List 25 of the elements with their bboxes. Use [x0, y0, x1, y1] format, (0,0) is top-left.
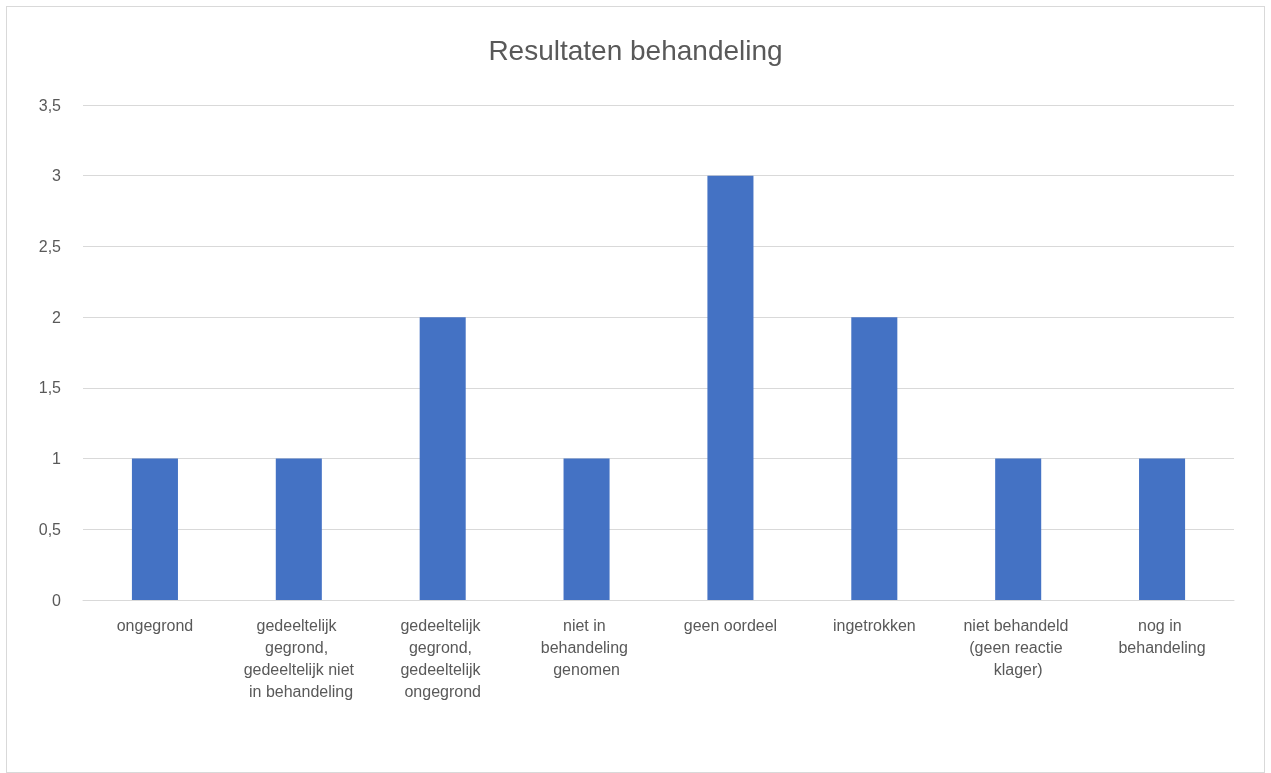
- x-tick-label: nog in behandeling: [1118, 616, 1206, 656]
- y-tick-label: 3: [52, 167, 62, 185]
- x-tick-label: ingetrokken: [832, 616, 916, 634]
- bar: [275, 458, 322, 600]
- y-tick-label: 1: [52, 450, 62, 468]
- y-tick-label: 2: [52, 308, 62, 326]
- bar: [995, 458, 1042, 600]
- chart-title: Resultaten behandeling: [488, 34, 783, 66]
- y-tick-label: 2,5: [38, 237, 62, 255]
- y-tick-label: 0: [52, 591, 62, 609]
- bar: [131, 458, 178, 600]
- bar: [419, 317, 466, 600]
- x-tick-label: geen oordeel: [683, 616, 778, 634]
- x-tick-label: niet behandeld (geen reactie klager): [963, 616, 1073, 678]
- y-tick-label: 3,5: [38, 96, 62, 114]
- bar: [851, 317, 898, 600]
- bar: [563, 458, 610, 600]
- x-tick-label: niet in behandeling genomen: [540, 616, 633, 678]
- x-tick-label: gedeeltelijk gegrond, gedeeltelijk niet in behandeling: [243, 616, 355, 700]
- x-tick-label: ongegrond: [116, 616, 194, 634]
- x-tick-label: gedeeltelijk gegrond, gedeeltelijk ongegrond: [400, 616, 485, 700]
- bar: [707, 175, 754, 600]
- y-tick-label: 0,5: [38, 520, 62, 538]
- bar: [1139, 458, 1186, 600]
- y-tick-label: 1,5: [38, 379, 62, 397]
